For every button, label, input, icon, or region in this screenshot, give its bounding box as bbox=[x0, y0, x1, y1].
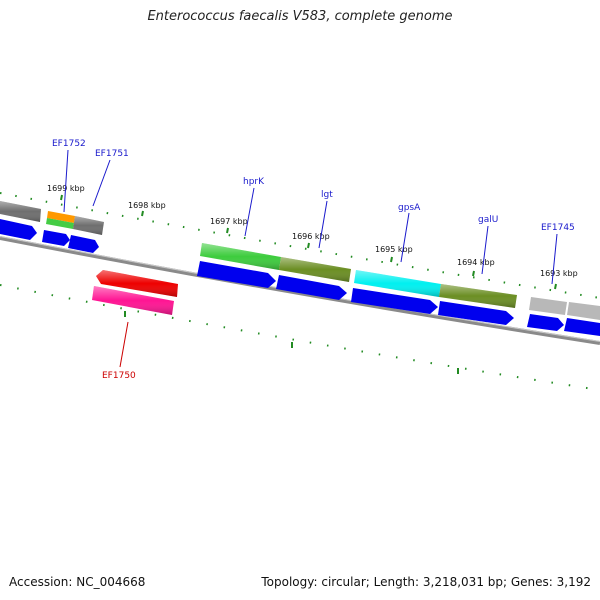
cds-arrow[interactable] bbox=[527, 314, 564, 331]
topology-text: Topology: circular; Length: 3,218,031 bp… bbox=[261, 575, 591, 589]
cds-arrow[interactable] bbox=[276, 275, 347, 300]
gene-label-galu[interactable]: galU bbox=[478, 215, 498, 225]
feature-shade bbox=[0, 201, 41, 222]
cds-arrow[interactable] bbox=[68, 235, 99, 253]
pointer-ef1745 bbox=[551, 233, 558, 285]
pointer-ef1751 bbox=[92, 159, 111, 207]
tick-label-1698: 1698 kbp bbox=[128, 201, 166, 210]
feature-lightgray-edge[interactable] bbox=[567, 302, 600, 320]
pointer-hprk bbox=[244, 187, 255, 237]
tick-label-1696: 1696 kbp bbox=[292, 232, 330, 241]
pointer-ef1750 bbox=[119, 321, 129, 368]
gene-label-ef1751[interactable]: EF1751 bbox=[95, 149, 129, 159]
feature-shade bbox=[73, 216, 104, 235]
major-tick bbox=[307, 242, 310, 249]
pointer-lgt bbox=[318, 200, 328, 249]
cds-arrow[interactable] bbox=[42, 230, 70, 246]
gene-label-ef1745[interactable]: EF1745 bbox=[541, 223, 575, 233]
genome-backbone bbox=[0, 236, 600, 345]
major-tick bbox=[554, 283, 557, 290]
gene-label-ef1752[interactable]: EF1752 bbox=[52, 139, 86, 149]
cds-arrow[interactable] bbox=[438, 301, 514, 325]
major-tick bbox=[60, 194, 63, 201]
pointer-gpsa bbox=[400, 212, 410, 263]
pointer-ef1752 bbox=[63, 149, 69, 213]
feature-shade bbox=[354, 270, 441, 297]
major-tick bbox=[390, 256, 393, 263]
accession-text: Accession: NC_004668 bbox=[9, 575, 146, 589]
gene-label-ef1750[interactable]: EF1750 bbox=[102, 371, 136, 381]
feature-shade bbox=[92, 286, 174, 315]
gene-label-hprk[interactable]: hprK bbox=[243, 177, 265, 187]
feature-ef1745[interactable] bbox=[529, 297, 567, 315]
feature-ef1752-green[interactable] bbox=[46, 218, 74, 229]
gene-label-lgt[interactable]: lgt bbox=[321, 190, 333, 200]
pointer-galu bbox=[481, 225, 489, 275]
feature-shade bbox=[96, 270, 178, 297]
gene-label-gpsa[interactable]: gpsA bbox=[398, 203, 421, 213]
tick-label-1697: 1697 kbp bbox=[210, 217, 248, 226]
feature-shade bbox=[279, 257, 351, 282]
feature-shade bbox=[200, 243, 281, 270]
cds-arrow[interactable] bbox=[564, 318, 600, 336]
major-tick bbox=[472, 270, 475, 277]
feature-ef1752-orange[interactable] bbox=[47, 211, 75, 223]
tick-label-1693: 1693 kbp bbox=[540, 269, 578, 278]
cds-arrow[interactable] bbox=[197, 261, 276, 288]
tick-label-1695: 1695 kbp bbox=[375, 245, 413, 254]
tick-label-1694: 1694 kbp bbox=[457, 258, 495, 267]
major-tick bbox=[141, 210, 144, 217]
feature-shade bbox=[439, 284, 517, 308]
cds-arrow[interactable] bbox=[351, 288, 438, 314]
major-tick bbox=[226, 227, 229, 234]
genome-title: Enterococcus faecalis V583, complete gen… bbox=[147, 9, 453, 24]
cds-arrow[interactable] bbox=[0, 219, 37, 240]
